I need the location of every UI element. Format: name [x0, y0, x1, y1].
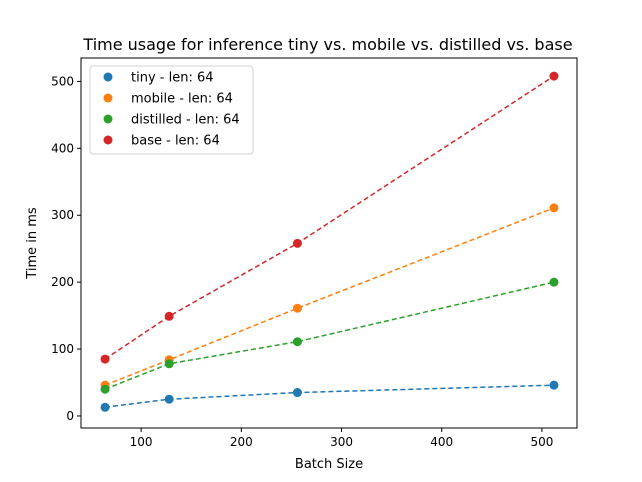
legend-marker: [103, 93, 113, 103]
y-tick-label: 400: [51, 141, 74, 155]
series-line-3: [104, 281, 555, 390]
x-tick-label: 200: [230, 435, 253, 449]
series-line-1: [104, 384, 554, 409]
data-point-4: [100, 354, 110, 364]
data-point-4: [164, 311, 174, 321]
data-point-3: [164, 359, 174, 369]
plot-frame: [80, 57, 578, 429]
data-point-3: [549, 277, 559, 287]
legend-marker: [103, 135, 113, 145]
data-point-3: [100, 384, 110, 394]
legend-label: base - len: 64: [131, 134, 220, 149]
y-axis: 0 100 200 300 400 500: [51, 74, 81, 423]
data-point-4: [292, 238, 302, 248]
y-tick-label: 200: [51, 275, 74, 289]
data-point-2: [292, 303, 302, 313]
y-tick-label: 0: [66, 409, 74, 423]
legend: tiny - len: 64 mobile - len: 64 distilled …: [89, 65, 254, 155]
data-point-1: [292, 388, 302, 398]
legend-marker: [103, 72, 113, 82]
legend-label: distilled - len: 64: [131, 113, 240, 128]
x-tick-label: 400: [430, 435, 453, 449]
y-axis-label: Time in ms: [25, 207, 40, 280]
y-tick-label: 500: [51, 74, 74, 88]
x-tick-label: 300: [330, 435, 353, 449]
legend-box: [89, 65, 254, 155]
data-point-3: [292, 337, 302, 347]
series-line-4: [104, 75, 555, 360]
data-point-4: [549, 71, 559, 81]
legend-label: tiny - len: 64: [131, 71, 214, 86]
legend-marker: [103, 114, 113, 124]
legend-label: mobile - len: 64: [131, 92, 233, 107]
y-tick-label: 100: [51, 342, 74, 356]
series-line-2: [104, 207, 555, 386]
x-tick-label: 100: [130, 435, 153, 449]
x-axis: 100 200 300 400 500: [130, 428, 553, 449]
data-point-1: [164, 394, 174, 404]
data-point-2: [549, 203, 559, 213]
plot-area: [100, 71, 559, 412]
x-axis-label: Batch Size: [295, 457, 363, 472]
data-point-1: [100, 402, 110, 412]
chart-title: Time usage for inference tiny vs. mobile…: [82, 35, 572, 54]
x-tick-label: 500: [530, 435, 553, 449]
data-point-1: [549, 380, 559, 390]
y-tick-label: 300: [51, 208, 74, 222]
